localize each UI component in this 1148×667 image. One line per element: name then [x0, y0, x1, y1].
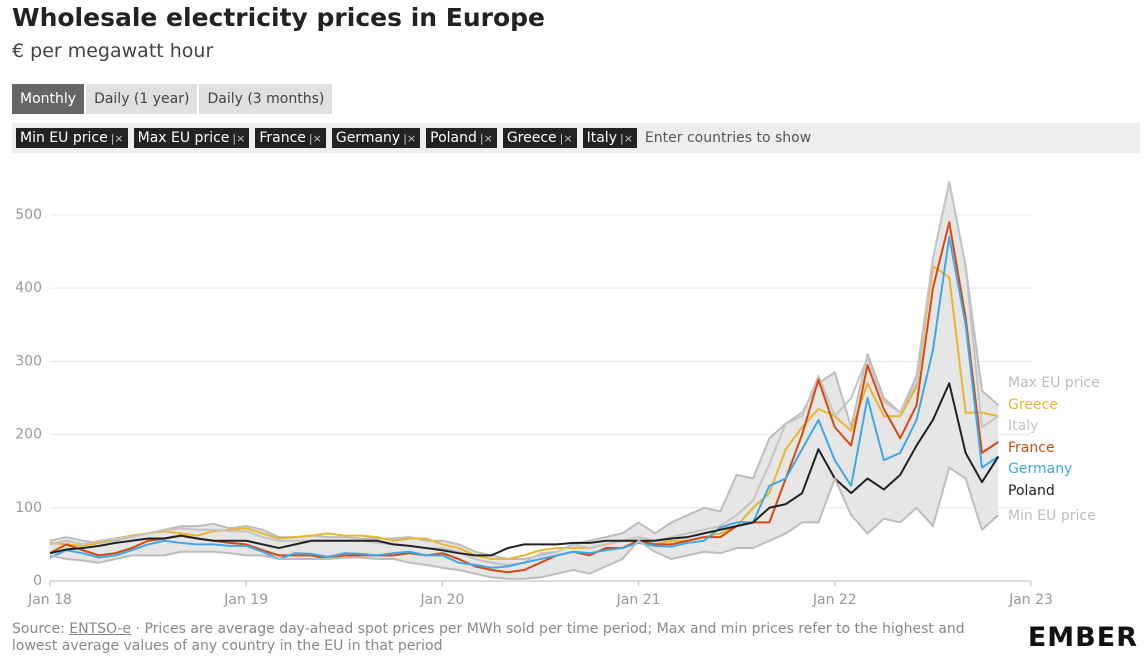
chip-close[interactable]: |× — [479, 132, 493, 145]
series-label: Min EU price — [1008, 508, 1096, 524]
x-tick-label: Jan 22 — [812, 592, 857, 608]
x-tick-label: Jan 19 — [223, 592, 268, 608]
chip-label: Italy — [586, 130, 617, 146]
chip[interactable]: Max EU price |× — [133, 128, 250, 148]
chip-close[interactable]: |× — [619, 132, 633, 145]
subtitle: € per megawatt hour — [12, 40, 214, 62]
chip-label: France — [259, 130, 306, 146]
series-line — [49, 265, 999, 561]
search-placeholder[interactable]: Enter countries to show — [644, 130, 812, 146]
chip-label: Max EU price — [137, 130, 230, 146]
x-tick-label: Jan 21 — [616, 592, 661, 608]
chip-close[interactable]: |× — [403, 132, 417, 145]
chip-label: Poland — [430, 130, 477, 146]
y-tick-label: 200 — [15, 427, 42, 443]
source-link[interactable]: ENTSO-e — [69, 621, 132, 637]
chip[interactable]: France |× — [255, 128, 326, 148]
chip[interactable]: Italy |× — [582, 128, 637, 148]
x-tick-label: Jan 20 — [419, 592, 464, 608]
chip-label: Min EU price — [20, 130, 108, 146]
range-band — [50, 181, 999, 579]
series-line — [49, 466, 999, 580]
y-tick-label: 500 — [15, 207, 42, 223]
chip-close[interactable]: |× — [308, 132, 322, 145]
series-line — [49, 382, 1000, 557]
tab[interactable]: Daily (1 year) — [86, 84, 198, 114]
series-label: Germany — [1008, 461, 1072, 477]
chip-close[interactable]: |× — [559, 132, 573, 145]
x-tick-label: Jan 23 — [1008, 592, 1053, 608]
logo: EMBER — [1027, 622, 1138, 653]
tab[interactable]: Monthly — [12, 84, 85, 114]
y-tick-label: 0 — [33, 573, 42, 589]
y-tick-label: 300 — [15, 353, 42, 369]
chip-close[interactable]: |× — [110, 132, 124, 145]
chip-close[interactable]: |× — [232, 132, 246, 145]
series-line — [49, 235, 999, 569]
chip[interactable]: Min EU price |× — [16, 128, 128, 148]
chip[interactable]: Poland |× — [426, 128, 497, 148]
series-label: Italy — [1008, 418, 1038, 434]
country-selector: Min EU price |× Max EU price |× France |× Germ… — [12, 123, 1140, 153]
y-tick-label: 400 — [15, 280, 42, 296]
footer: Source: ENTSO-e · Prices are average day… — [12, 621, 972, 655]
series-label: Greece — [1008, 397, 1058, 413]
tabs: Monthly Daily (1 year) Daily (3 months) — [12, 84, 333, 114]
y-tick-label: 100 — [15, 500, 42, 516]
title: Wholesale electricity prices in Europe — [12, 3, 545, 32]
chip-label: Germany — [335, 130, 401, 146]
series-label: France — [1008, 440, 1055, 456]
chip[interactable]: Germany |× — [331, 128, 421, 148]
source-note: · Prices are average day-ahead spot pric… — [12, 621, 965, 654]
tab[interactable]: Daily (3 months) — [199, 84, 333, 114]
series-label: Poland — [1008, 483, 1055, 499]
chip[interactable]: Greece |× — [502, 128, 577, 148]
x-tick-label: Jan 18 — [27, 592, 72, 608]
chip-label: Greece — [506, 130, 557, 146]
source-prefix: Source: — [12, 621, 70, 637]
series-label: Max EU price — [1008, 375, 1100, 391]
series-line — [49, 180, 999, 561]
